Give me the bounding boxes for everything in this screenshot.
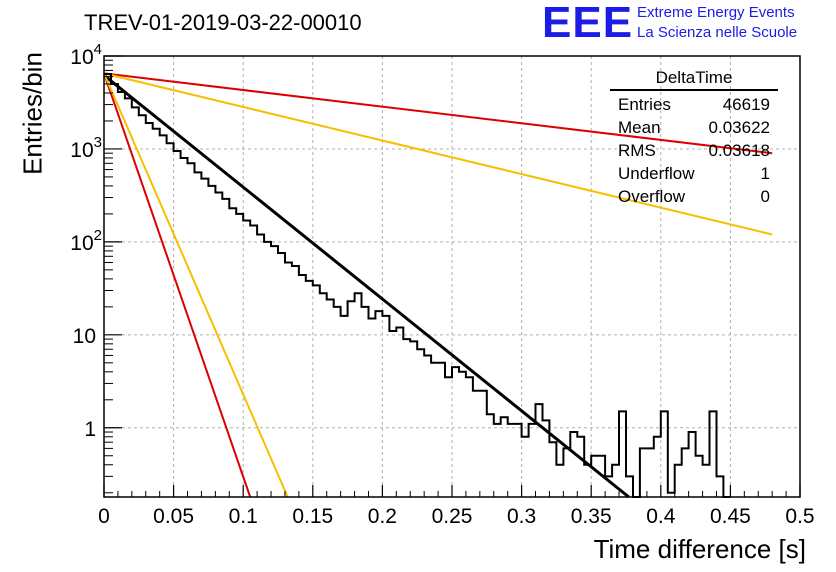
y-axis: 1 10 102 103 104 bbox=[70, 41, 122, 494]
stats-label: Overflow bbox=[618, 187, 686, 206]
eee-logo: EEE bbox=[542, 0, 634, 47]
y-tick-label: 104 bbox=[70, 41, 102, 69]
stats-value: 1 bbox=[760, 164, 770, 183]
stats-title: DeltaTime bbox=[610, 68, 778, 91]
x-tick-label: 0.3 bbox=[507, 505, 536, 528]
fit-curves bbox=[103, 72, 773, 499]
stats-value: 0 bbox=[760, 187, 770, 206]
y-tick-label: 102 bbox=[70, 227, 102, 255]
chart-title: TREV-01-2019-03-22-00010 bbox=[84, 10, 362, 35]
stats-value: 0.03618 bbox=[708, 141, 770, 160]
fit-curve bbox=[103, 72, 773, 155]
histogram bbox=[104, 73, 731, 498]
fit-curve bbox=[103, 74, 630, 499]
x-tick-label: 0.35 bbox=[571, 505, 612, 528]
stats-row-rms: RMS 0.03618 bbox=[610, 139, 778, 162]
y-tick-label: 1 bbox=[84, 418, 96, 441]
x-tick-label: 0.15 bbox=[292, 505, 333, 528]
fit-curve bbox=[103, 73, 252, 498]
stats-label: Mean bbox=[618, 118, 661, 137]
x-axis-label: Time difference [s] bbox=[593, 534, 806, 564]
x-tick-label: 0.2 bbox=[368, 505, 397, 528]
logo-subtitle-line1: Extreme Energy Events bbox=[637, 4, 795, 21]
fit-curve bbox=[103, 73, 289, 498]
fit-curve bbox=[103, 72, 773, 236]
x-tick-label: 0.05 bbox=[153, 505, 194, 528]
y-tick-label: 103 bbox=[70, 134, 102, 162]
x-tick-label: 0 bbox=[98, 505, 110, 528]
x-axis: 0 0.05 0.1 0.15 0.2 0.25 0.3 0.35 0.4 0.45 0.5 bbox=[98, 485, 815, 528]
stats-label: Underflow bbox=[618, 164, 695, 183]
stats-value: 46619 bbox=[722, 95, 770, 114]
x-tick-label: 0.25 bbox=[432, 505, 473, 528]
y-axis-label: Entries/bin bbox=[17, 52, 48, 175]
stats-row-entries: Entries 46619 bbox=[610, 93, 778, 116]
stats-row-overflow: Overflow 0 bbox=[610, 185, 778, 208]
x-tick-label: 0.45 bbox=[710, 505, 751, 528]
stats-label: Entries bbox=[618, 95, 671, 114]
stats-row-underflow: Underflow 1 bbox=[610, 162, 778, 185]
x-tick-label: 0.1 bbox=[229, 505, 258, 528]
x-tick-label: 0.5 bbox=[785, 505, 814, 528]
stats-label: RMS bbox=[618, 141, 656, 160]
stats-value: 0.03622 bbox=[708, 118, 770, 137]
stats-box: DeltaTime Entries 46619 Mean 0.03622 RMS… bbox=[610, 68, 778, 208]
stats-row-mean: Mean 0.03622 bbox=[610, 116, 778, 139]
x-tick-label: 0.4 bbox=[646, 505, 676, 528]
y-tick-label: 10 bbox=[73, 325, 96, 348]
logo-subtitle-line2: La Scienza nelle Scuole bbox=[637, 24, 798, 41]
